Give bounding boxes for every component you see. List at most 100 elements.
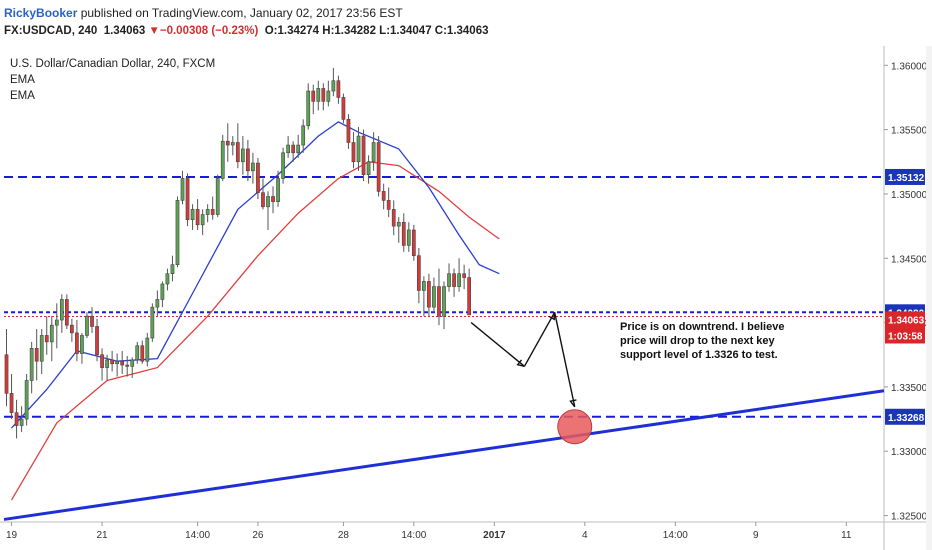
candle[interactable] (110, 350, 114, 372)
candle[interactable] (95, 318, 99, 362)
candle[interactable] (296, 134, 301, 158)
candle[interactable] (230, 136, 235, 156)
candle[interactable] (49, 316, 54, 362)
candle[interactable] (19, 406, 24, 432)
candle[interactable] (210, 196, 215, 220)
ema-slow-line[interactable] (10, 161, 500, 501)
candle[interactable] (331, 67, 336, 97)
candle[interactable] (281, 147, 285, 184)
candle[interactable] (70, 318, 74, 342)
candle[interactable] (140, 340, 145, 364)
candle[interactable] (346, 114, 351, 149)
candle[interactable] (105, 354, 109, 381)
candle[interactable] (276, 170, 280, 207)
candle[interactable] (125, 356, 130, 377)
candle[interactable] (14, 399, 19, 439)
candle[interactable] (90, 307, 94, 333)
candle[interactable] (361, 129, 366, 182)
candle[interactable] (396, 217, 401, 243)
candle[interactable] (215, 174, 220, 218)
candle[interactable] (391, 200, 396, 236)
candle[interactable] (271, 186, 275, 214)
candle[interactable] (85, 312, 89, 339)
candle[interactable] (240, 136, 245, 175)
candle[interactable] (376, 136, 381, 197)
candle[interactable] (195, 199, 200, 230)
candle[interactable] (100, 348, 104, 381)
candle[interactable] (75, 320, 79, 362)
candle[interactable] (130, 357, 135, 378)
legend-ema-2[interactable]: EMA (10, 90, 35, 102)
candle[interactable] (29, 341, 34, 394)
candle[interactable] (401, 213, 406, 252)
candle[interactable] (64, 294, 69, 330)
candle[interactable] (416, 247, 421, 304)
candle[interactable] (220, 134, 225, 182)
candle[interactable] (44, 316, 49, 355)
candle[interactable] (4, 329, 9, 407)
legend-ema-1[interactable]: EMA (10, 74, 35, 86)
candle[interactable] (115, 353, 120, 377)
candle[interactable] (341, 93, 346, 124)
candle[interactable] (180, 170, 185, 205)
candle[interactable] (336, 75, 341, 104)
candle[interactable] (150, 303, 155, 342)
candle[interactable] (246, 139, 250, 182)
candle[interactable] (457, 258, 461, 292)
author-name[interactable]: RickyBooker (4, 6, 78, 20)
candle[interactable] (306, 83, 311, 130)
candle[interactable] (256, 157, 260, 200)
candle[interactable] (427, 273, 431, 317)
candle[interactable] (54, 303, 59, 349)
candle[interactable] (266, 191, 270, 230)
candle[interactable] (34, 329, 39, 381)
candle[interactable] (205, 204, 210, 223)
candle[interactable] (311, 84, 316, 115)
candle[interactable] (326, 80, 331, 107)
candle[interactable] (135, 341, 140, 364)
price-chart[interactable]: 1.360001.355001.350001.345001.340001.335… (0, 46, 926, 550)
chart-area[interactable]: 1.360001.355001.350001.345001.340001.335… (0, 46, 932, 550)
candle[interactable] (442, 281, 446, 330)
ema-fast-line[interactable] (11, 121, 500, 429)
candle[interactable] (24, 374, 29, 426)
candle[interactable] (286, 136, 290, 158)
candle[interactable] (356, 127, 361, 171)
candle[interactable] (291, 141, 296, 162)
candle[interactable] (316, 80, 321, 111)
trendline[interactable] (3, 389, 885, 521)
candle[interactable] (235, 123, 240, 169)
candle[interactable] (447, 263, 451, 292)
candle[interactable] (301, 119, 306, 153)
candle[interactable] (39, 329, 44, 375)
candle[interactable] (80, 332, 84, 364)
candle[interactable] (165, 268, 170, 291)
candle[interactable] (432, 277, 436, 313)
candle[interactable] (437, 268, 441, 326)
candle[interactable] (155, 290, 160, 317)
candle[interactable] (185, 173, 190, 227)
candle[interactable] (160, 281, 165, 308)
candle[interactable] (261, 178, 265, 210)
candle[interactable] (175, 196, 180, 268)
candle[interactable] (251, 152, 255, 184)
candle[interactable] (200, 209, 205, 236)
candle[interactable] (9, 374, 14, 420)
target-circle[interactable] (557, 409, 593, 445)
candle[interactable] (190, 204, 195, 230)
candle[interactable] (381, 183, 386, 210)
candle[interactable] (371, 132, 376, 171)
candle[interactable] (225, 123, 230, 162)
candle[interactable] (467, 268, 472, 316)
candle[interactable] (120, 350, 125, 375)
candle[interactable] (170, 255, 175, 282)
candle[interactable] (452, 268, 456, 297)
candle[interactable] (59, 294, 64, 333)
candle[interactable] (406, 222, 411, 252)
candle[interactable] (411, 224, 416, 261)
candle[interactable] (386, 187, 391, 218)
candle[interactable] (366, 155, 371, 184)
candle[interactable] (422, 276, 426, 317)
candle[interactable] (145, 332, 150, 367)
candle[interactable] (321, 83, 326, 111)
